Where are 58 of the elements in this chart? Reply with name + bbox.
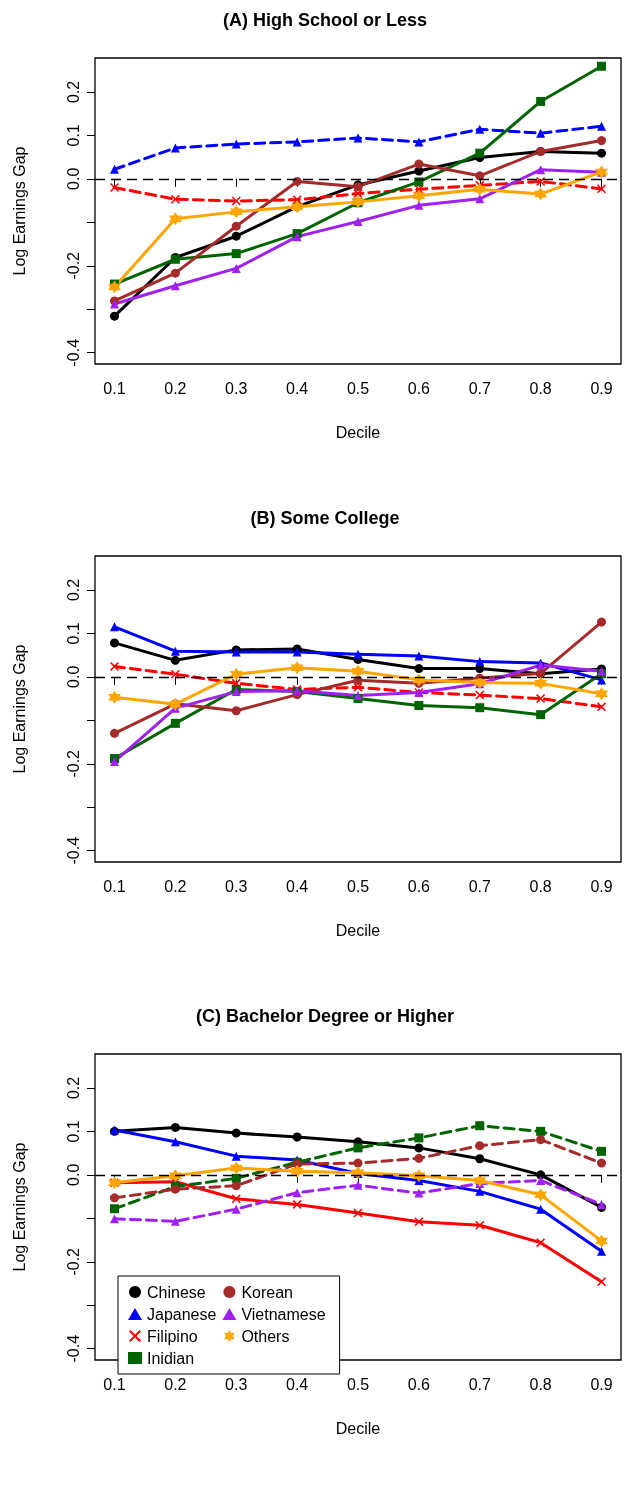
x-tick-label: 0.1 bbox=[103, 379, 126, 397]
y-tick-label: 0.2 bbox=[64, 80, 82, 104]
x-tick-label: 0.1 bbox=[103, 1375, 126, 1393]
y-tick-label: -0.4 bbox=[64, 1334, 82, 1363]
x-tick-label: 0.7 bbox=[468, 877, 491, 895]
y-tick-label: 0.0 bbox=[64, 665, 82, 688]
y-tick-label: 0.2 bbox=[64, 578, 82, 602]
x-tick-label: 0.7 bbox=[468, 1375, 491, 1393]
y-tick-label: 0.2 bbox=[64, 1076, 82, 1100]
x-tick-label: 0.9 bbox=[590, 1375, 613, 1393]
y-axis-title: Log Earnings Gap bbox=[10, 1142, 28, 1272]
x-tick-label: 0.6 bbox=[407, 1375, 431, 1393]
legend-label: Vietnamese bbox=[241, 1305, 326, 1323]
x-tick-label: 0.5 bbox=[346, 1375, 370, 1393]
legend-label: Korean bbox=[241, 1283, 293, 1301]
x-tick-label: 0.6 bbox=[407, 877, 431, 895]
x-tick-label: 0.6 bbox=[407, 379, 431, 397]
legend-label: Others bbox=[241, 1327, 290, 1345]
y-tick-label: 0.0 bbox=[64, 167, 82, 190]
y-tick-label: -0.2 bbox=[64, 1247, 82, 1276]
x-tick-label: 0.4 bbox=[286, 877, 309, 895]
y-tick-label: 0.1 bbox=[64, 622, 82, 645]
x-tick-label: 0.9 bbox=[590, 379, 613, 397]
legend-label: Japanese bbox=[147, 1305, 217, 1323]
x-tick-label: 0.5 bbox=[346, 877, 370, 895]
y-tick-label: -0.4 bbox=[64, 836, 82, 865]
chart-title: (A) High School or Less bbox=[222, 10, 428, 30]
y-axis-title: Log Earnings Gap bbox=[10, 644, 28, 774]
x-axis-title: Decile bbox=[335, 921, 381, 939]
x-tick-label: 0.4 bbox=[286, 1375, 309, 1393]
y-tick-label: 0.1 bbox=[64, 1120, 82, 1143]
y-axis-title: Log Earnings Gap bbox=[10, 146, 28, 276]
y-tick-label: -0.2 bbox=[64, 251, 82, 280]
x-tick-label: 0.5 bbox=[346, 379, 370, 397]
x-tick-label: 0.8 bbox=[529, 379, 552, 397]
chart-title: (B) Some College bbox=[250, 508, 400, 528]
y-tick-label: 0.0 bbox=[64, 1163, 82, 1186]
legend-label: Inidian bbox=[147, 1349, 195, 1367]
x-tick-label: 0.4 bbox=[286, 379, 309, 397]
x-tick-label: 0.8 bbox=[529, 877, 552, 895]
x-axis-title: Decile bbox=[335, 1419, 381, 1437]
x-tick-label: 0.7 bbox=[468, 379, 491, 397]
y-tick-label: 0.1 bbox=[64, 124, 82, 147]
y-tick-label: -0.2 bbox=[64, 749, 82, 778]
legend-label: Chinese bbox=[147, 1283, 206, 1301]
y-tick-label: -0.4 bbox=[64, 338, 82, 367]
x-tick-label: 0.3 bbox=[225, 877, 248, 895]
x-tick-label: 0.8 bbox=[529, 1375, 552, 1393]
x-axis-title: Decile bbox=[335, 423, 381, 441]
x-tick-label: 0.2 bbox=[164, 877, 187, 895]
chart-title: (C) Bachelor Degree or Higher bbox=[195, 1006, 455, 1026]
legend-label: Filipino bbox=[147, 1327, 198, 1345]
x-tick-label: 0.1 bbox=[103, 877, 126, 895]
x-tick-label: 0.3 bbox=[225, 379, 248, 397]
x-tick-label: 0.9 bbox=[590, 877, 613, 895]
x-tick-label: 0.3 bbox=[225, 1375, 248, 1393]
x-tick-label: 0.2 bbox=[164, 1375, 187, 1393]
x-tick-label: 0.2 bbox=[164, 379, 187, 397]
